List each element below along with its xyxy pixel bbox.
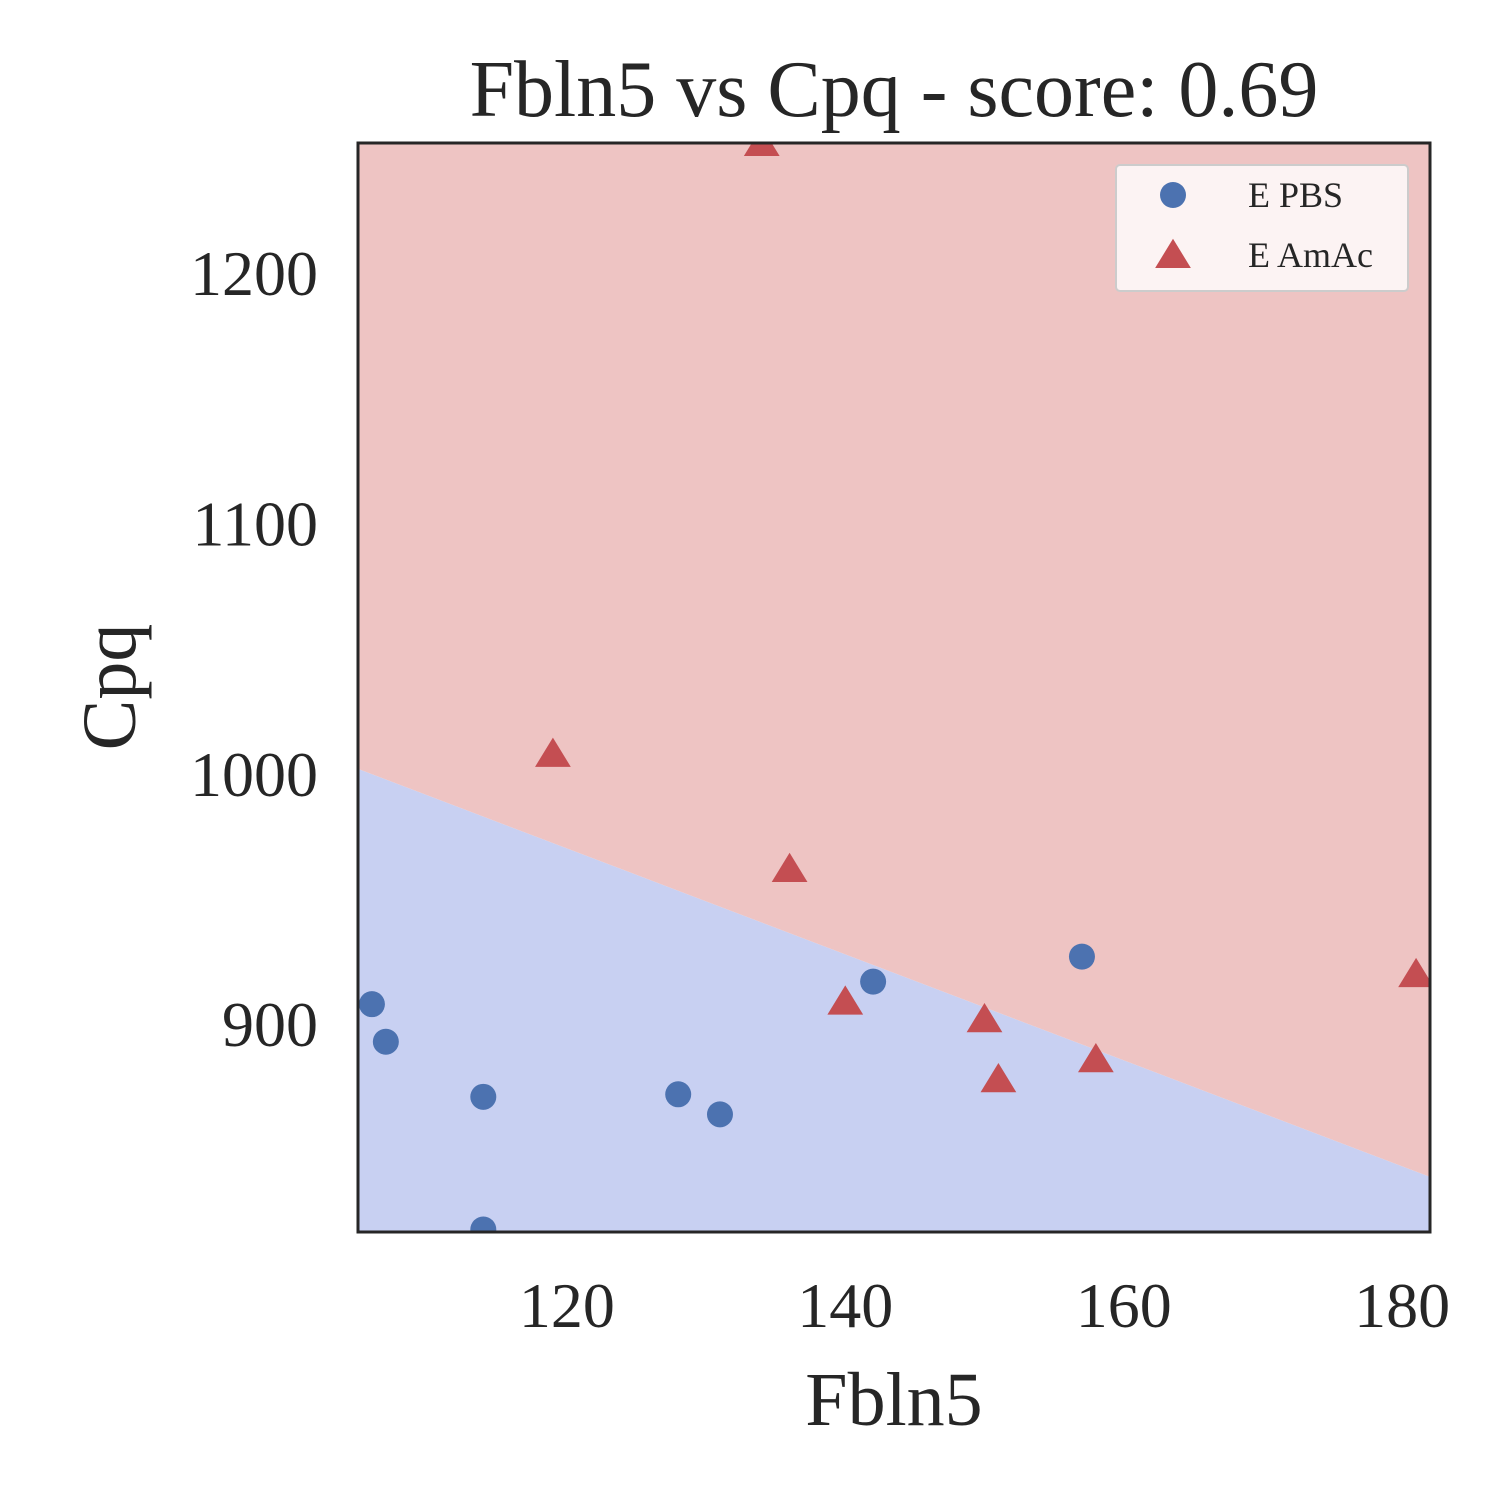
data-point: [706, 1101, 733, 1128]
plot-frame: [356, 141, 1432, 1234]
data-point: [665, 1081, 692, 1108]
y-tick-label: 1100: [192, 489, 318, 560]
x-tick-label: 160: [1076, 1270, 1172, 1341]
data-point: [1077, 1043, 1114, 1073]
region-above: [358, 143, 1430, 1177]
data-point: [372, 1028, 399, 1055]
data-point: [860, 968, 887, 995]
x-tick-label: 180: [1354, 1270, 1450, 1341]
y-tick-label: 1200: [190, 238, 318, 309]
legend-label: E PBS: [1248, 175, 1343, 215]
legend-item: E AmAc: [1155, 235, 1373, 275]
region-below: [358, 768, 1430, 1232]
series-e-pbs: [358, 943, 1095, 1232]
data-point: [966, 1002, 1003, 1033]
series-e-amac: [535, 143, 1430, 1093]
data-point: [1068, 943, 1095, 970]
legend-triangle-marker: [1155, 238, 1191, 268]
x-axis-label: Fbln5: [805, 1358, 982, 1442]
points-layer: [358, 143, 1430, 1232]
x-tick-label: 140: [797, 1270, 893, 1341]
legend: E PBS E AmAc: [1115, 164, 1409, 292]
data-point: [771, 852, 808, 882]
data-point: [980, 1063, 1017, 1093]
chart-title: Fbln5 vs Cpq - score: 0.69: [470, 46, 1319, 134]
legend-item: E PBS: [1160, 175, 1343, 215]
y-tick-label: 1000: [190, 739, 318, 810]
legend-circle-marker: [1160, 182, 1186, 208]
y-axis-label: Cpq: [68, 624, 152, 751]
data-point: [470, 1216, 497, 1232]
data-point: [827, 985, 864, 1015]
data-point: [535, 737, 571, 767]
data-point: [470, 1083, 497, 1110]
data-point: [358, 991, 385, 1018]
x-ticks: 120 140 160 180: [519, 1270, 1450, 1341]
y-tick-label: 900: [222, 989, 318, 1060]
legend-label: E AmAc: [1248, 235, 1373, 275]
data-point: [743, 143, 780, 156]
x-tick-label: 120: [519, 1270, 615, 1341]
data-point: [1398, 957, 1430, 988]
y-ticks: 900 1000 1100 1200: [190, 238, 318, 1060]
legend-box: [1115, 164, 1409, 292]
